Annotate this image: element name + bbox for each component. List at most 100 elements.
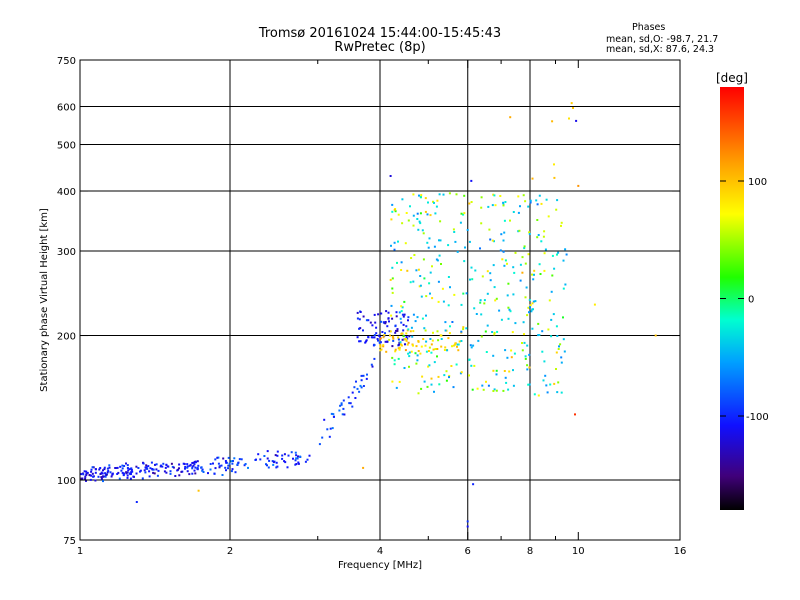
data-point — [265, 463, 267, 466]
data-point — [489, 238, 492, 241]
data-point — [449, 325, 451, 328]
data-point — [382, 344, 385, 347]
data-point — [122, 474, 125, 477]
data-point — [171, 465, 174, 468]
data-point — [395, 315, 398, 318]
data-point — [524, 357, 527, 360]
data-point — [385, 350, 388, 353]
data-point — [424, 210, 427, 213]
data-point — [398, 311, 401, 314]
data-point — [103, 466, 106, 469]
data-point — [560, 221, 563, 224]
data-point — [452, 228, 455, 231]
data-point — [397, 336, 400, 339]
data-point — [276, 450, 279, 453]
data-point — [111, 473, 114, 476]
data-point — [445, 370, 448, 373]
colorbar-tick-label: 100 — [748, 177, 767, 188]
data-point — [536, 203, 539, 206]
data-point — [144, 466, 147, 469]
data-point — [419, 352, 422, 355]
data-point — [560, 356, 563, 359]
y-tick-label: 200 — [57, 332, 76, 343]
data-point — [403, 367, 406, 369]
data-point — [500, 318, 503, 321]
data-point — [84, 477, 87, 480]
data-point — [402, 323, 405, 326]
y-tick-label: 750 — [57, 56, 76, 67]
data-point — [512, 211, 515, 213]
data-point — [492, 354, 495, 357]
data-point — [456, 345, 458, 348]
data-point — [106, 467, 109, 470]
data-point — [225, 469, 227, 472]
data-point — [193, 463, 196, 466]
data-point — [557, 381, 560, 384]
data-point — [433, 245, 436, 248]
data-point — [454, 342, 457, 345]
data-point — [462, 292, 465, 295]
data-point — [528, 383, 531, 386]
data-point — [437, 339, 440, 342]
data-point — [182, 462, 185, 465]
data-point — [419, 284, 422, 287]
data-point — [191, 465, 194, 468]
data-point — [509, 310, 512, 313]
data-point — [332, 413, 335, 416]
data-point — [492, 390, 495, 392]
data-point — [283, 460, 286, 463]
data-point — [342, 407, 345, 410]
data-point — [446, 349, 449, 352]
data-point — [153, 472, 156, 475]
data-point — [192, 461, 195, 464]
data-point — [394, 325, 397, 328]
data-point — [471, 388, 474, 391]
data-point — [328, 435, 331, 438]
data-point — [406, 269, 409, 272]
data-point — [455, 363, 458, 366]
data-point — [401, 338, 404, 341]
data-point — [504, 201, 507, 203]
data-point — [217, 456, 220, 459]
data-point — [562, 316, 564, 319]
data-point — [85, 473, 88, 476]
data-point — [380, 348, 383, 351]
data-point — [409, 330, 412, 333]
data-point — [294, 459, 297, 462]
data-point — [152, 468, 155, 471]
data-point — [411, 343, 414, 346]
data-point — [266, 464, 268, 467]
data-point — [423, 327, 426, 330]
data-point — [431, 297, 434, 300]
data-point — [538, 263, 541, 266]
data-point — [487, 384, 490, 387]
data-point — [390, 244, 392, 247]
data-point — [395, 329, 397, 332]
data-point — [299, 455, 302, 458]
data-point — [162, 462, 165, 465]
data-point — [540, 202, 543, 205]
data-point — [362, 315, 365, 318]
data-point — [468, 202, 471, 205]
data-point — [338, 409, 341, 412]
data-point — [543, 252, 546, 255]
data-point — [380, 312, 383, 315]
data-point — [398, 348, 401, 351]
data-point — [412, 193, 415, 196]
data-point — [404, 349, 407, 352]
x-tick-label: 10 — [572, 546, 585, 557]
data-point — [85, 470, 88, 473]
data-point — [453, 293, 456, 296]
data-point — [188, 473, 191, 476]
x-tick-label: 16 — [674, 546, 687, 557]
data-point — [493, 194, 496, 197]
data-point — [462, 328, 465, 331]
data-point — [436, 199, 439, 202]
data-point — [94, 471, 97, 474]
data-point — [425, 295, 428, 298]
data-point — [419, 275, 422, 277]
data-point — [275, 461, 278, 464]
data-point — [416, 359, 419, 362]
data-point — [397, 347, 400, 350]
data-point — [575, 119, 578, 122]
